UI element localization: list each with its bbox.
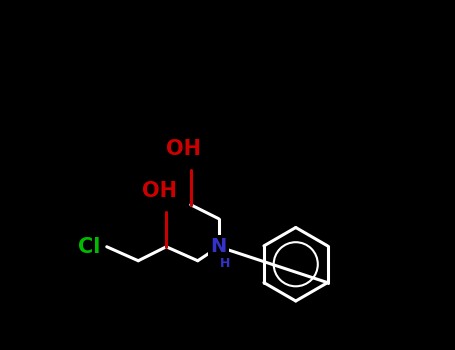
Text: N: N: [211, 237, 227, 256]
Text: OH: OH: [166, 139, 201, 159]
Text: OH: OH: [142, 181, 177, 201]
Text: Cl: Cl: [78, 237, 101, 257]
Text: H: H: [220, 257, 231, 270]
